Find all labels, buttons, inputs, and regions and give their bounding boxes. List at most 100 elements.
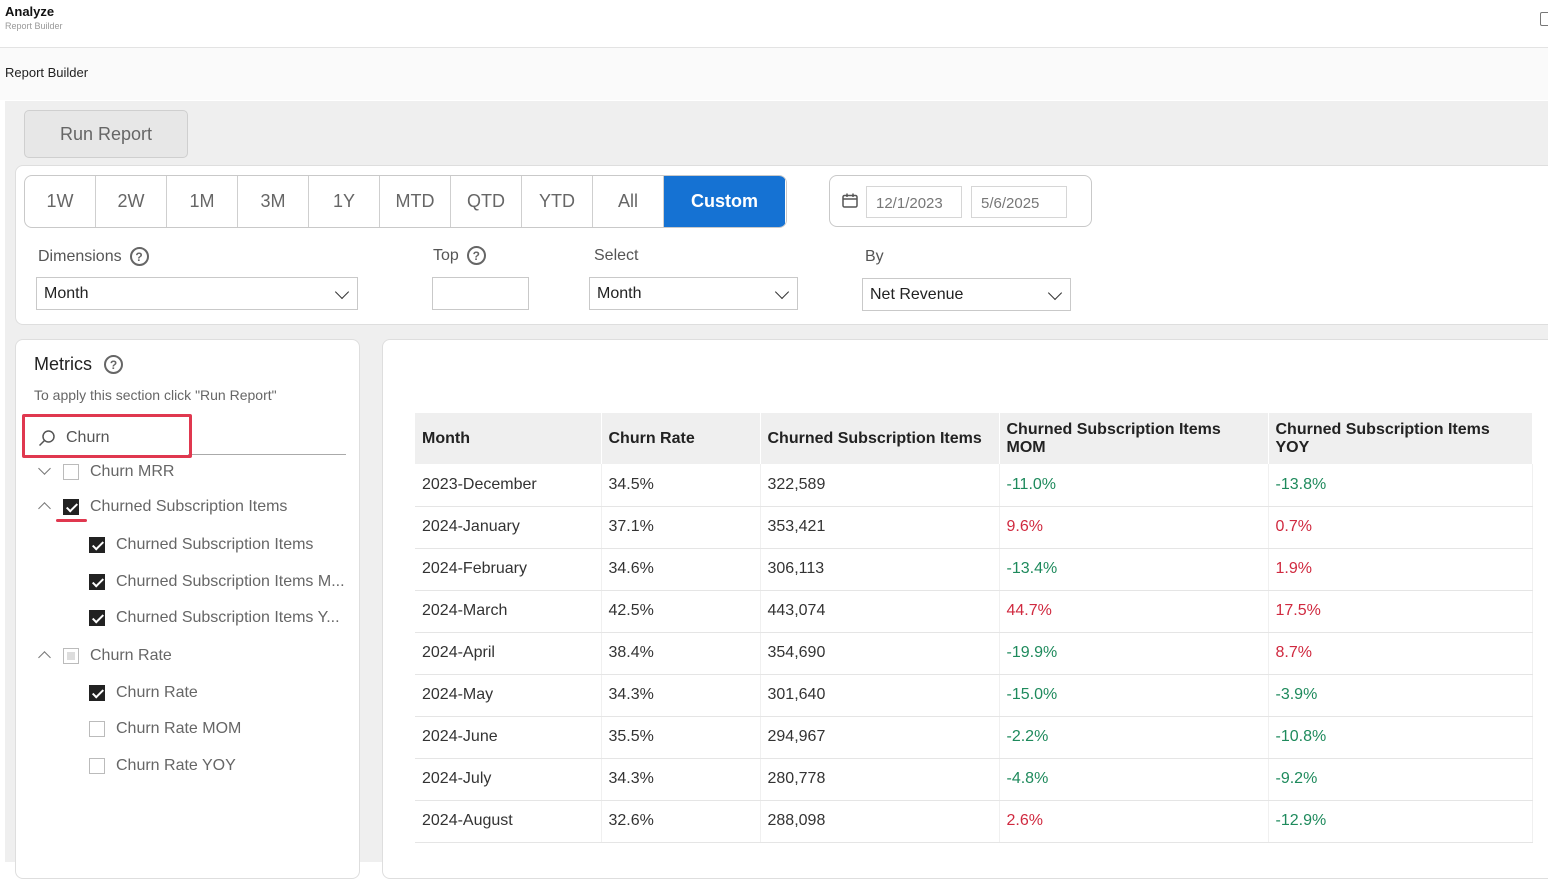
table-row: 2024-July 34.3% 280,778 -4.8% -9.2%: [415, 758, 1533, 801]
by-label: By: [865, 248, 884, 266]
by-label-text: By: [865, 248, 884, 265]
metric-label[interactable]: Churn Rate YOY: [116, 757, 236, 774]
metric-checkbox[interactable]: [63, 499, 79, 515]
table-cell: -13.4%: [999, 548, 1269, 591]
table-cell: 38.4%: [601, 632, 761, 675]
top-help-icon[interactable]: ?: [466, 246, 486, 265]
metric-checkbox[interactable]: [89, 537, 105, 553]
metric-checkbox[interactable]: [63, 464, 79, 480]
column-header[interactable]: Churn Rate: [601, 413, 761, 464]
metric-checkbox[interactable]: [89, 721, 105, 737]
range-button-3m[interactable]: 3M: [238, 176, 309, 227]
search-underline: [188, 454, 346, 455]
metrics-search-input[interactable]: Churn: [66, 429, 110, 446]
metric-checkbox[interactable]: [63, 648, 79, 664]
table-cell: 2024-February: [415, 548, 602, 591]
table-cell: 2.6%: [999, 800, 1269, 843]
metric-checkbox[interactable]: [89, 685, 105, 701]
top-input[interactable]: [432, 277, 529, 310]
table-cell: 2024-May: [415, 674, 602, 717]
breadcrumb: Report Builder: [5, 65, 89, 80]
dimensions-select[interactable]: Month: [36, 277, 358, 310]
metric-label[interactable]: Churned Subscription Items M...: [116, 573, 345, 590]
range-button-qtd[interactable]: QTD: [451, 176, 522, 227]
metric-checkbox[interactable]: [89, 610, 105, 626]
app-title: Analyze: [5, 4, 55, 19]
search-highlight: [22, 414, 192, 458]
table-cell: -3.9%: [1268, 674, 1533, 717]
column-header[interactable]: Churned Subscription Items YOY: [1268, 413, 1533, 464]
select-value: Month: [597, 285, 642, 302]
metric-label[interactable]: Churn Rate MOM: [116, 720, 242, 737]
range-button-ytd[interactable]: YTD: [522, 176, 593, 227]
table-cell: 322,589: [760, 464, 1000, 507]
table-cell: 8.7%: [1268, 632, 1533, 675]
metric-label[interactable]: Churn MRR: [90, 463, 175, 480]
table-cell: 353,421: [760, 506, 1000, 549]
column-header[interactable]: Churned Subscription Items MOM: [999, 413, 1269, 464]
table-cell: -19.9%: [999, 632, 1269, 675]
select-label-text: Select: [594, 247, 639, 264]
end-date-input[interactable]: 5/6/2025: [971, 186, 1067, 218]
range-button-custom[interactable]: Custom: [664, 176, 785, 227]
table-cell: 1.9%: [1268, 548, 1533, 591]
table-cell: -12.9%: [1268, 800, 1533, 843]
range-button-1y[interactable]: 1Y: [309, 176, 380, 227]
table-cell: 294,967: [760, 716, 1000, 759]
metrics-hint: To apply this section click "Run Report": [34, 387, 277, 403]
table-cell: 32.6%: [601, 800, 761, 843]
dimensions-label-text: Dimensions: [38, 247, 122, 265]
select-dropdown[interactable]: Month: [589, 277, 798, 310]
date-range-selector: 1W 2W 1M 3M 1Y MTD QTD YTD All Custom: [24, 175, 787, 228]
run-report-button[interactable]: Run Report: [24, 110, 188, 158]
dimensions-label: Dimensions ?: [38, 247, 149, 266]
range-button-all[interactable]: All: [593, 176, 664, 227]
table-cell: -9.2%: [1268, 758, 1533, 801]
table-cell: 34.3%: [601, 758, 761, 801]
metric-label[interactable]: Churned Subscription Items: [116, 536, 314, 553]
range-button-1w[interactable]: 1W: [25, 176, 96, 227]
by-value: Net Revenue: [870, 286, 964, 303]
date-range-picker[interactable]: 12/1/2023 5/6/2025: [829, 175, 1092, 227]
chevron-down-icon: [774, 284, 790, 300]
results-table: Month Churn Rate Churned Subscription It…: [415, 413, 1533, 843]
table-cell: 280,778: [760, 758, 1000, 801]
metric-label[interactable]: Churn Rate: [90, 647, 172, 664]
table-cell: 34.5%: [601, 464, 761, 507]
dimensions-help-icon[interactable]: ?: [129, 247, 149, 266]
table-row: 2024-March 42.5% 443,074 44.7% 17.5%: [415, 590, 1533, 633]
column-header[interactable]: Month: [415, 413, 602, 464]
metric-checkbox[interactable]: [89, 574, 105, 590]
column-header[interactable]: Churned Subscription Items: [760, 413, 1000, 464]
table-row: 2023-December 34.5% 322,589 -11.0% -13.8%: [415, 464, 1533, 507]
table-cell: 2024-August: [415, 800, 602, 843]
start-date-input[interactable]: 12/1/2023: [866, 186, 962, 218]
range-button-mtd[interactable]: MTD: [380, 176, 451, 227]
table-cell: -15.0%: [999, 674, 1269, 717]
table-cell: 34.6%: [601, 548, 761, 591]
table-row: 2024-April 38.4% 354,690 -19.9% 8.7%: [415, 632, 1533, 675]
metric-label[interactable]: Churned Subscription Items: [90, 498, 288, 515]
table-cell: 2024-March: [415, 590, 602, 633]
table-cell: 0.7%: [1268, 506, 1533, 549]
table-cell: 2024-April: [415, 632, 602, 675]
table-cell: -4.8%: [999, 758, 1269, 801]
table-header-row: Month Churn Rate Churned Subscription It…: [415, 413, 1533, 464]
range-button-1m[interactable]: 1M: [167, 176, 238, 227]
table-row: 2024-February 34.6% 306,113 -13.4% 1.9%: [415, 548, 1533, 591]
metric-checkbox[interactable]: [89, 758, 105, 774]
by-dropdown[interactable]: Net Revenue: [862, 278, 1071, 311]
chevron-down-icon: [334, 284, 350, 300]
table-cell: 37.1%: [601, 506, 761, 549]
table-row: 2024-May 34.3% 301,640 -15.0% -3.9%: [415, 674, 1533, 717]
calendar-icon[interactable]: [842, 193, 858, 208]
metric-label[interactable]: Churn Rate: [116, 684, 198, 701]
range-button-2w[interactable]: 2W: [96, 176, 167, 227]
metrics-help-icon[interactable]: ?: [104, 355, 123, 374]
select-label: Select: [594, 247, 638, 265]
metrics-title: Metrics ?: [34, 354, 123, 375]
export-icon[interactable]: [1540, 12, 1548, 26]
table-cell: 44.7%: [999, 590, 1269, 633]
metric-label[interactable]: Churned Subscription Items Y...: [116, 609, 340, 626]
table-cell: -11.0%: [999, 464, 1269, 507]
